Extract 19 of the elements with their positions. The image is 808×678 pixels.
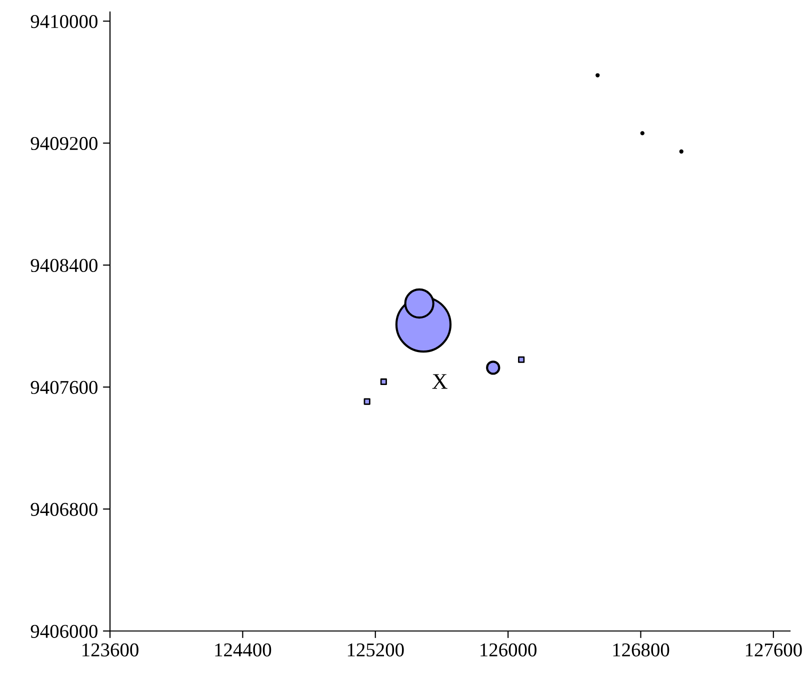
y-tick-label: 9406000 [30,624,98,638]
annotation: X [432,374,448,389]
y-tick-label: 9410000 [30,14,98,28]
point [364,398,370,405]
x-tick-label: 126800 [613,643,670,656]
point [596,73,600,78]
y-tick-label: 9409200 [30,136,98,150]
x-tick-label: 123600 [82,643,138,656]
point [679,149,684,154]
x-tick-label: 127600 [746,643,802,656]
x-tick-label: 124400 [215,643,272,656]
y-tick-label: 9406800 [30,502,98,516]
y-tick-label: 9408400 [30,258,98,272]
x-tick-label: 126000 [480,643,536,656]
y-tick-label: 9407600 [30,380,98,394]
point [640,131,644,136]
x-tick-label: 125200 [348,643,404,656]
point [518,356,525,363]
point [380,378,387,386]
